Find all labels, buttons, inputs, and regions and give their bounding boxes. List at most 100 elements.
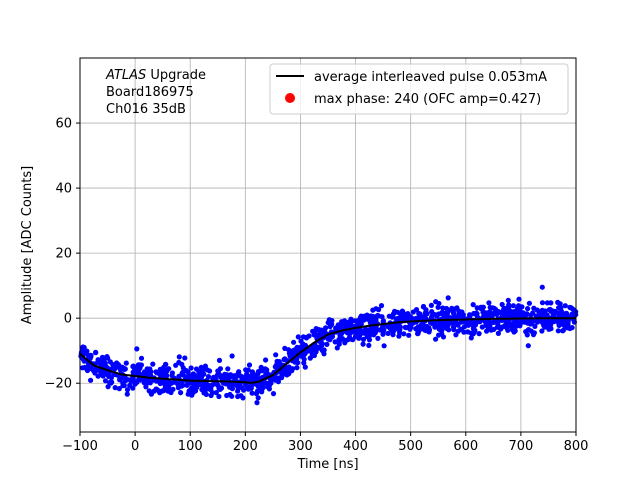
sample-point — [134, 346, 140, 352]
sample-point — [178, 383, 185, 389]
sample-point — [95, 367, 101, 373]
sample-point — [174, 381, 180, 387]
sample-point — [420, 303, 427, 310]
sample-point — [560, 327, 566, 333]
sample-point — [332, 339, 338, 345]
sample-point — [154, 387, 161, 393]
sample-point — [349, 329, 355, 335]
sample-point — [556, 312, 563, 318]
x-tick-label: 700 — [508, 439, 533, 454]
sample-point — [435, 304, 441, 310]
sample-point — [484, 310, 490, 316]
sample-point — [544, 300, 551, 306]
sample-point — [373, 317, 379, 323]
sample-point — [120, 365, 126, 371]
sample-point — [123, 377, 129, 384]
sample-point — [390, 313, 396, 319]
sample-point — [303, 335, 310, 341]
sample-point — [522, 319, 528, 325]
sample-point — [224, 373, 230, 380]
sample-point — [291, 347, 297, 353]
sample-point — [510, 303, 516, 309]
sample-point — [178, 390, 184, 396]
sample-point — [247, 373, 253, 379]
sample-point — [262, 366, 268, 372]
sample-point — [191, 383, 197, 389]
tick-layer: −100 0 100 200 300 400 500 600 700 800 −20 0 20 40 60 — [45, 117, 589, 454]
sample-point — [364, 316, 371, 322]
sample-point — [336, 341, 342, 347]
sample-point — [516, 303, 522, 309]
sample-point — [255, 395, 261, 401]
sample-point — [400, 308, 406, 315]
plot-frame — [79, 57, 577, 433]
sample-point — [486, 300, 492, 306]
sample-point — [524, 332, 530, 338]
sample-point — [84, 348, 90, 354]
sample-point — [539, 284, 545, 290]
sample-point — [488, 327, 494, 333]
x-tick-label: −100 — [62, 439, 98, 454]
sample-point — [547, 306, 553, 313]
sample-point — [263, 371, 269, 377]
sample-point — [541, 312, 547, 318]
sample-point — [266, 386, 272, 392]
sample-point — [273, 352, 279, 358]
sample-point — [220, 375, 226, 381]
sample-point — [453, 332, 459, 338]
sample-point — [468, 335, 474, 341]
sample-point — [528, 321, 534, 327]
sample-point — [460, 311, 466, 318]
sample-point — [235, 393, 241, 400]
sample-point — [406, 332, 412, 338]
sample-point — [291, 339, 297, 345]
sample-point — [88, 377, 94, 383]
sample-point — [182, 355, 188, 361]
sample-point — [190, 371, 196, 377]
annotation-atlas: ATLAS — [105, 68, 146, 83]
sample-point — [127, 382, 133, 389]
sample-point — [185, 391, 191, 397]
sample-point — [385, 330, 391, 336]
sample-point — [100, 372, 106, 378]
sample-point — [176, 354, 182, 360]
sample-point — [169, 373, 175, 379]
sample-point — [353, 334, 359, 340]
sample-point — [159, 388, 165, 394]
sample-point — [240, 395, 246, 401]
sample-point — [555, 328, 561, 334]
sample-point — [408, 324, 414, 330]
sample-point — [201, 387, 208, 393]
sample-point — [525, 327, 532, 333]
atlas-annotation: ATLAS Upgrade Board186975 Ch016 35dB — [105, 68, 206, 117]
sample-point — [130, 375, 136, 381]
sample-point — [416, 310, 422, 316]
sample-point — [322, 328, 328, 334]
y-tick-label: 20 — [55, 247, 72, 262]
sample-point — [526, 300, 533, 306]
sample-point — [500, 324, 506, 330]
sample-point — [511, 311, 517, 317]
sample-point — [166, 382, 173, 388]
sample-point — [234, 373, 240, 379]
sample-point — [105, 373, 111, 379]
sample-point — [324, 341, 330, 347]
y-tick-label: 60 — [55, 117, 72, 132]
legend-entry-average: average interleaved pulse 0.053mA — [314, 70, 547, 85]
sample-point — [366, 342, 372, 348]
sample-point — [245, 367, 251, 373]
sample-point — [86, 363, 92, 369]
sample-point — [401, 331, 407, 337]
sample-point — [533, 318, 539, 324]
y-tick-label: 0 — [64, 312, 72, 327]
sample-point — [556, 305, 562, 311]
sample-point — [495, 330, 501, 336]
sample-point — [345, 337, 351, 343]
sample-point — [124, 391, 130, 397]
sample-point — [257, 388, 263, 394]
sample-point — [148, 391, 154, 397]
sample-point — [472, 322, 479, 328]
sample-point — [539, 300, 546, 306]
sample-point — [381, 327, 387, 333]
sample-point — [506, 322, 513, 328]
